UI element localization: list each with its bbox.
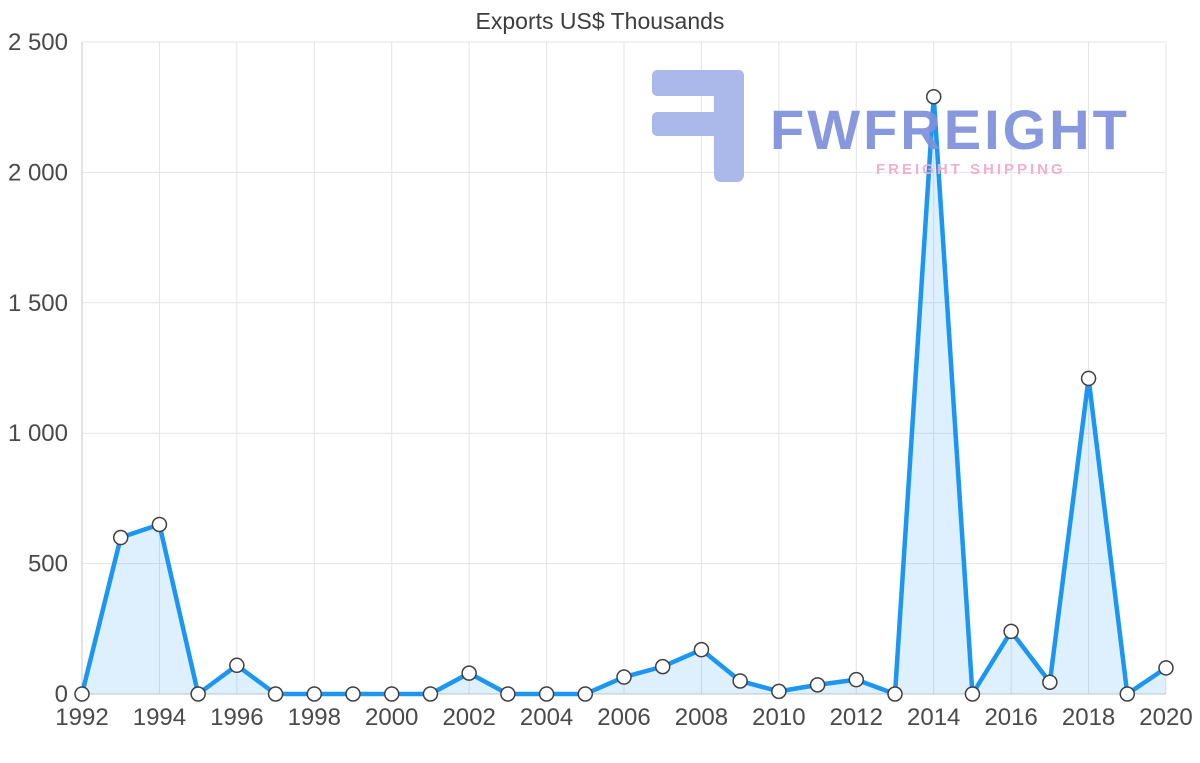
data-point-marker	[1119, 686, 1136, 702]
data-point-marker	[616, 669, 632, 685]
y-tick-label: 1 000	[8, 420, 68, 447]
data-point-marker	[732, 673, 748, 689]
x-tick-label: 2002	[442, 704, 495, 731]
data-point-marker	[577, 686, 594, 702]
data-point-marker	[771, 683, 787, 700]
data-point-marker	[190, 686, 206, 702]
data-point-marker	[1080, 370, 1097, 387]
data-point-marker	[848, 671, 865, 688]
data-point-marker	[383, 686, 400, 702]
data-point-marker	[112, 529, 129, 546]
data-point-marker	[538, 686, 555, 702]
data-point-marker	[422, 686, 439, 702]
x-tick-label: 1996	[210, 704, 263, 731]
data-point-marker	[887, 686, 903, 702]
data-point-marker	[693, 641, 710, 658]
y-tick-label: 2 500	[8, 29, 68, 56]
x-tick-label: 2018	[1062, 704, 1115, 731]
data-point-marker	[345, 686, 361, 702]
data-point-marker	[461, 665, 477, 681]
data-point-marker	[654, 658, 671, 675]
x-tick-label: 2016	[984, 704, 1037, 731]
data-point-marker	[500, 686, 516, 702]
x-tick-label: 1998	[288, 704, 341, 731]
chart-title: Exports US$ Thousands	[475, 8, 725, 34]
x-tick-label: 2010	[752, 704, 805, 731]
x-tick-label: 2020	[1139, 704, 1192, 731]
x-tick-label: 1992	[55, 704, 108, 731]
y-tick-label: 1 500	[8, 290, 68, 317]
data-point-marker	[1042, 674, 1058, 691]
x-tick-label: 2000	[365, 704, 418, 731]
x-tick-label: 2006	[597, 704, 650, 731]
x-tick-label: 1994	[133, 704, 186, 731]
y-tick-label: 2 000	[8, 159, 68, 186]
data-point-marker	[1158, 660, 1174, 676]
y-tick-label: 0	[55, 681, 68, 708]
x-tick-label: 2004	[520, 704, 573, 731]
data-point-marker	[964, 686, 981, 702]
data-point-marker	[809, 677, 826, 693]
data-point-marker	[151, 516, 168, 533]
x-tick-label: 2012	[830, 704, 883, 731]
y-tick-label: 500	[28, 551, 68, 578]
data-point-marker	[267, 686, 284, 702]
data-point-marker	[229, 657, 245, 674]
data-point-marker	[306, 686, 323, 702]
data-point-marker	[925, 89, 942, 105]
x-tick-label: 2008	[675, 704, 728, 731]
data-point-marker	[74, 686, 90, 702]
data-point-marker	[1003, 623, 1019, 640]
x-tick-label: 2014	[907, 704, 960, 731]
